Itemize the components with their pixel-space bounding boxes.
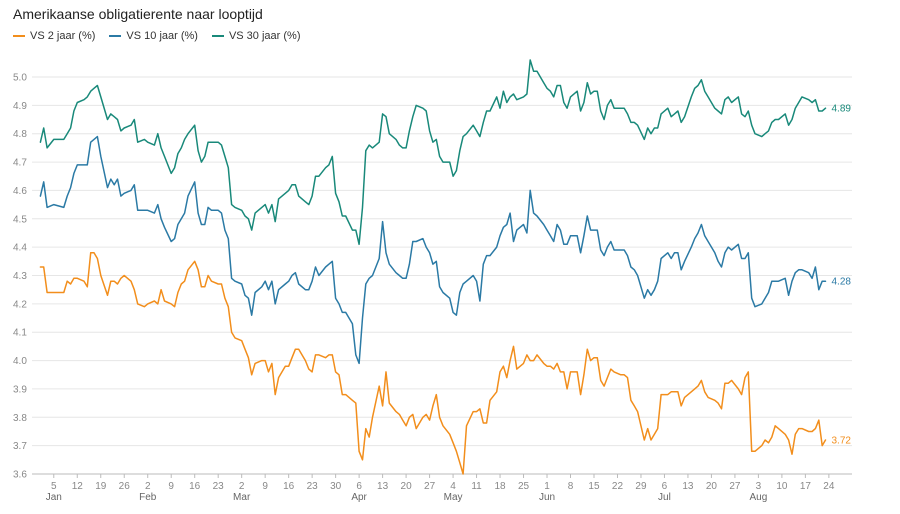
end-value-label-2: 4.89 [832,104,852,115]
end-value-label-0: 3.72 [832,435,852,446]
x-tick-label: 2 [239,481,245,492]
y-tick-label: 4.1 [13,328,27,339]
legend-swatch-2y [13,35,25,37]
grid-lines [32,76,852,475]
x-tick-label: 27 [424,481,436,492]
y-tick-label: 4.5 [13,214,27,225]
x-tick-label: 6 [662,481,668,492]
legend-label-30y: VS 30 jaar (%) [228,30,301,42]
x-tick-label: 15 [588,481,600,492]
x-tick-label: 10 [776,481,788,492]
legend-swatch-10y [109,35,122,37]
series-line-2[interactable] [39,59,827,246]
x-month-label: Apr [351,492,367,503]
chart-title: Amerikaanse obligatierente naar looptijd [13,6,263,22]
end-value-label-1: 4.28 [832,277,852,288]
y-tick-label: 4.8 [13,129,27,140]
legend-swatch-30y [211,35,224,37]
legend-item-2y[interactable]: VS 2 jaar (%) [13,30,95,42]
legend: VS 2 jaar (%) VS 10 jaar (%) VS 30 jaar … [13,30,300,42]
x-tick-label: 27 [729,481,741,492]
x-tick-label: 8 [568,481,574,492]
x-tick-label: 23 [307,481,319,492]
x-tick-label: 9 [168,481,174,492]
y-tick-label: 5.0 [13,73,27,84]
x-tick-label: 23 [213,481,225,492]
y-tick-label: 3.9 [13,384,27,395]
y-tick-label: 4.3 [13,271,27,282]
x-tick-label: 25 [518,481,530,492]
x-tick-label: 17 [800,481,812,492]
x-tick-label: 5 [51,481,57,492]
y-tick-label: 4.6 [13,186,27,197]
x-month-label: Aug [750,492,768,503]
x-tick-label: 29 [635,481,647,492]
x-month-label: Mar [233,492,251,503]
x-month-label: Jun [539,492,555,503]
end-labels: 3.72 4.28 4.89 [832,104,852,447]
x-tick-label: 19 [95,481,107,492]
x-tick-label: 13 [377,481,389,492]
x-tick-label: 24 [823,481,835,492]
x-tick-label: 16 [189,481,201,492]
y-tick-label: 4.7 [13,158,27,169]
series-line-0[interactable] [39,252,827,475]
legend-label-2y: VS 2 jaar (%) [30,30,96,42]
x-tick-label: 30 [330,481,342,492]
x-tick-label: 9 [262,481,268,492]
x-tick-label: 26 [119,481,131,492]
legend-label-10y: VS 10 jaar (%) [126,30,198,42]
x-month-label: Feb [139,492,157,503]
legend-item-10y[interactable]: VS 10 jaar (%) [109,30,198,42]
x-tick-label: 3 [756,481,762,492]
x-tick-label: 22 [612,481,624,492]
x-tick-label: 2 [145,481,151,492]
y-tick-label: 4.9 [13,101,27,112]
x-tick-label: 6 [356,481,362,492]
series-line-1[interactable] [39,135,827,365]
legend-item-30y[interactable]: VS 30 jaar (%) [211,30,301,42]
x-tick-label: 11 [471,481,482,492]
x-month-label: Jan [46,492,62,503]
y-tick-label: 3.8 [13,413,27,424]
x-tick-label: 20 [706,481,718,492]
y-tick-label: 4.0 [13,356,27,367]
x-tick-label: 16 [283,481,295,492]
x-month-label: May [444,492,463,503]
x-month-label: Jul [658,492,671,503]
x-tick-label: 20 [401,481,413,492]
x-tick-label: 4 [450,481,456,492]
x-tick-label: 18 [494,481,506,492]
x-tick-label: 1 [544,481,550,492]
x-tick-label: 13 [682,481,694,492]
y-tick-label: 3.7 [13,441,27,452]
y-tick-label: 3.6 [13,470,27,481]
y-tick-label: 4.4 [13,243,27,254]
x-tick-label: 12 [72,481,84,492]
series-lines [39,59,827,475]
y-tick-label: 4.2 [13,299,27,310]
y-axis-ticks: 3.6 3.7 3.8 3.9 4.0 4.1 4.2 4.3 4.4 4.5 4.6 4.7 4.8 4… [13,73,27,481]
